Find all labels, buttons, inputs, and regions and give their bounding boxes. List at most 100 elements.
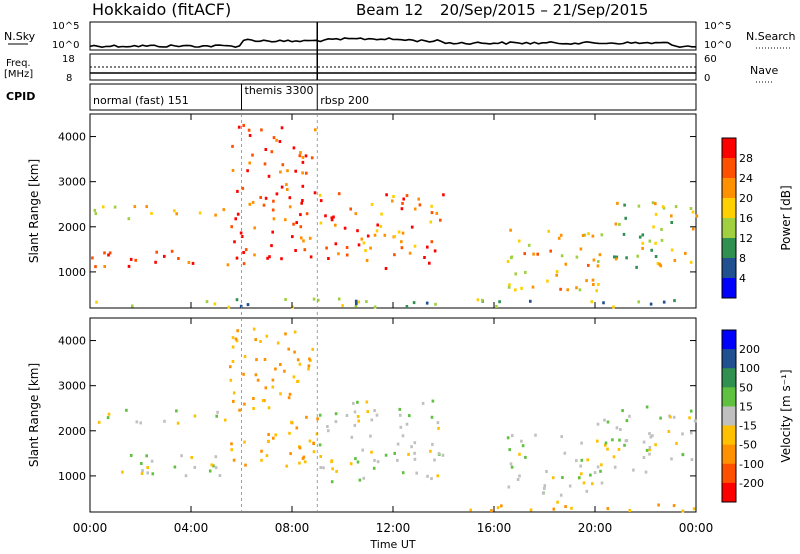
echo-cell: [173, 465, 177, 469]
echo-cell: [208, 469, 212, 473]
station-title: Hokkaido (fitACF): [92, 0, 231, 19]
echo-cell: [301, 184, 305, 188]
echo-cell: [293, 350, 296, 354]
echo-cell: [689, 260, 693, 264]
date-range: 20/Sep/2015 – 21/Sep/2015: [440, 1, 648, 19]
echo-cell: [275, 138, 278, 142]
echo-cell: [437, 426, 440, 430]
echo-cell: [154, 260, 157, 264]
echo-cell: [693, 419, 697, 423]
echo-cell: [175, 409, 178, 413]
echo-cell: [233, 240, 236, 244]
freq-frame: [89, 53, 697, 81]
echo-cell: [327, 429, 330, 433]
x-tick-label: 12:00: [376, 521, 411, 535]
echo-cell: [507, 285, 511, 289]
echo-cell: [602, 301, 605, 305]
echo-cell: [543, 487, 546, 490]
echo-cell: [279, 392, 282, 396]
echo-cell: [648, 432, 651, 436]
echo-cell: [637, 204, 641, 208]
echo-cell: [303, 248, 307, 252]
echo-cell: [289, 452, 292, 456]
noise-panel: N.Sky 10^5 10^0 10^5 10^0 N.Search: [4, 21, 796, 51]
echo-cell: [241, 186, 245, 190]
echo-cell: [690, 458, 694, 462]
echo-cell: [236, 189, 239, 193]
echo-cell: [428, 261, 431, 265]
echo-cell: [216, 410, 219, 414]
echo-cell: [644, 470, 648, 474]
echo-cell: [430, 240, 434, 244]
echo-cell: [398, 407, 402, 411]
echo-cell: [94, 265, 97, 269]
echo-cell: [552, 507, 556, 511]
echo-cell: [318, 413, 322, 417]
colorbar-tick-label: 15: [739, 400, 753, 413]
echo-cell: [641, 241, 645, 245]
echo-cell: [532, 252, 535, 256]
echo-cell: [332, 215, 335, 219]
echo-cell: [285, 464, 288, 468]
echo-cell: [267, 406, 271, 410]
echo-cell: [523, 252, 526, 256]
echo-cell: [345, 253, 349, 257]
echo-cell: [587, 263, 590, 267]
echo-cell: [330, 216, 334, 220]
echo-cell: [529, 299, 532, 303]
echo-cell: [656, 261, 660, 265]
colorbar-tick-label: -100: [739, 458, 764, 471]
echo-cell: [597, 260, 600, 263]
echo-cell: [430, 211, 434, 215]
echo-cell: [642, 456, 646, 459]
echo-cell: [260, 128, 263, 132]
echo-cell: [618, 222, 621, 226]
echo-cell: [334, 420, 338, 424]
echo-cell: [287, 347, 290, 351]
colorbar-tick-label: 4: [739, 272, 746, 285]
echo-cell: [106, 416, 110, 420]
y-tick-label: 3000: [58, 380, 86, 393]
echo-cell: [408, 414, 411, 418]
echo-cell: [261, 399, 265, 403]
echo-cell: [356, 415, 360, 418]
echo-cell: [662, 300, 666, 304]
echo-cell: [231, 169, 235, 172]
echo-cell: [592, 258, 596, 262]
echo-cell: [362, 476, 366, 480]
echo-cell: [240, 235, 244, 238]
echo-cell: [330, 459, 334, 463]
echo-cell: [638, 235, 642, 239]
echo-cell: [231, 360, 235, 363]
echo-cell: [507, 485, 511, 489]
echo-cell: [107, 412, 111, 416]
echo-cell: [524, 455, 527, 459]
freq-unit: [MHz]: [4, 69, 33, 80]
colorbar-tick-label: 20: [739, 192, 753, 205]
echo-cell: [600, 463, 603, 467]
echo-cell: [401, 471, 405, 475]
echo-cell: [252, 397, 255, 400]
echo-cell: [272, 436, 275, 440]
echo-cell: [606, 447, 609, 451]
noise-right-label: N.Search: [746, 30, 796, 43]
echo-cell: [230, 448, 233, 452]
echo-cell: [237, 125, 241, 129]
echo-cell: [127, 264, 131, 268]
echo-cell: [684, 251, 687, 255]
echo-cell: [319, 466, 322, 469]
echo-cell: [431, 442, 434, 446]
echo-cell: [236, 329, 239, 333]
colorbar-segment: [722, 238, 736, 259]
echo-cell: [514, 288, 517, 292]
echo-cell: [545, 470, 548, 473]
echo-cell: [615, 255, 619, 259]
echo-cell: [301, 199, 304, 202]
echo-cell: [560, 435, 563, 439]
echo-cell: [193, 465, 197, 469]
echo-cell: [578, 288, 582, 292]
echo-cell: [295, 221, 298, 225]
echo-cell: [214, 466, 218, 470]
echo-cell: [688, 416, 691, 420]
echo-cell: [312, 442, 315, 446]
